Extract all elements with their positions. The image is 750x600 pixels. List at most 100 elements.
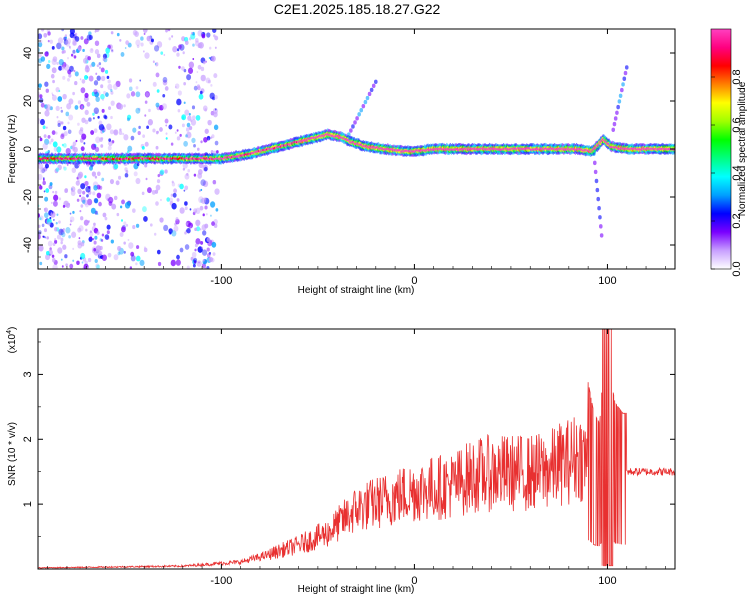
noise-blob — [89, 64, 92, 68]
streak-blob — [363, 99, 368, 105]
noise-blob — [89, 231, 94, 237]
noise-blob — [53, 194, 59, 201]
noise-blob — [45, 88, 49, 93]
noise-blob — [58, 59, 64, 66]
noise-blob — [159, 169, 165, 175]
noise-blob — [144, 52, 150, 59]
noise-blob — [38, 33, 43, 40]
noise-blob — [51, 94, 57, 101]
noise-blob — [66, 163, 69, 167]
spectrogram-x-label: Height of straight line (km) — [298, 285, 415, 296]
noise-blob — [103, 57, 106, 61]
noise-blob — [211, 55, 216, 62]
noise-blob — [100, 93, 105, 100]
noise-blob — [164, 169, 168, 174]
snr-x-label: Height of straight line (km) — [298, 584, 415, 595]
noise-blob — [43, 190, 46, 193]
noise-blob — [173, 225, 179, 232]
snr-y-ticks: 1 2 3 — [22, 341, 675, 537]
noise-blob — [144, 163, 148, 168]
noise-blob — [48, 141, 52, 145]
noise-blob — [58, 65, 63, 71]
noise-blob — [52, 56, 58, 62]
noise-blob — [156, 249, 161, 255]
streak-blob — [596, 196, 601, 202]
noise-blob — [60, 133, 65, 140]
noise-blob — [77, 240, 82, 246]
noise-blob — [84, 92, 89, 98]
noise-blob — [89, 165, 93, 171]
noise-blob — [199, 90, 203, 95]
noise-blob — [86, 101, 91, 107]
noise-blob — [177, 90, 182, 96]
noise-blob — [55, 221, 58, 225]
noise-blob — [49, 39, 53, 44]
noise-blob — [67, 121, 70, 125]
noise-blob — [209, 92, 215, 100]
noise-blob — [90, 130, 95, 136]
noise-blob — [188, 112, 191, 116]
noise-blob — [202, 259, 205, 262]
noise-blob — [112, 83, 118, 90]
noise-blob — [61, 29, 65, 32]
noise-blob — [40, 56, 46, 62]
streak-blob — [615, 110, 619, 115]
noise-blob — [60, 241, 63, 245]
noise-blob — [73, 69, 76, 73]
noise-blob — [90, 207, 96, 214]
noise-blob — [64, 34, 68, 38]
noise-blob — [42, 125, 46, 130]
noise-blob — [144, 100, 148, 104]
noise-blob — [96, 75, 101, 81]
spectrogram-x-ticks: -100 0 100 — [47, 29, 666, 287]
noise-blob — [197, 168, 203, 175]
noise-blob — [184, 40, 189, 46]
noise-blob — [80, 204, 84, 208]
noise-blob — [72, 259, 75, 262]
noise-blob — [130, 251, 135, 257]
noise-blob — [184, 206, 188, 211]
noise-blob — [135, 223, 140, 228]
noise-blob — [69, 212, 72, 215]
noise-blob — [175, 259, 181, 266]
noise-blob — [202, 180, 209, 188]
noise-blob — [94, 235, 98, 240]
noise-blob — [212, 252, 216, 256]
streak-blob — [617, 99, 622, 104]
noise-blob — [68, 98, 74, 105]
noise-blob — [99, 238, 103, 242]
noise-blob — [169, 197, 174, 203]
noise-blob — [206, 247, 210, 252]
noise-blob — [62, 244, 67, 250]
streak-blob — [594, 178, 599, 184]
noise-blob — [203, 136, 208, 143]
noise-blob — [101, 98, 105, 102]
noise-blob — [156, 41, 163, 48]
noise-blob — [166, 197, 171, 202]
noise-blob — [98, 120, 103, 126]
streak-blob — [371, 83, 376, 89]
noise-blob — [101, 233, 105, 237]
streak-blob — [361, 103, 366, 109]
noise-blob — [93, 88, 98, 95]
noise-blob — [178, 65, 181, 69]
noise-blob — [183, 140, 188, 147]
noise-blob — [213, 34, 216, 38]
noise-blob — [71, 231, 77, 238]
noise-blob — [186, 265, 190, 269]
noise-blob — [124, 167, 128, 172]
noise-blob — [193, 208, 198, 214]
noise-blob — [60, 109, 64, 113]
noise-blob — [93, 240, 97, 245]
noise-blob — [119, 128, 122, 132]
x-tick-label: 0 — [411, 275, 417, 287]
noise-blob — [164, 118, 169, 124]
noise-blob — [128, 86, 133, 91]
noise-blob — [212, 29, 217, 33]
noise-blob — [185, 134, 188, 138]
noise-blob — [38, 83, 42, 88]
noise-blob — [43, 134, 47, 138]
streak-blob — [367, 91, 372, 97]
noise-blob — [210, 201, 216, 208]
noise-blob — [104, 115, 108, 120]
